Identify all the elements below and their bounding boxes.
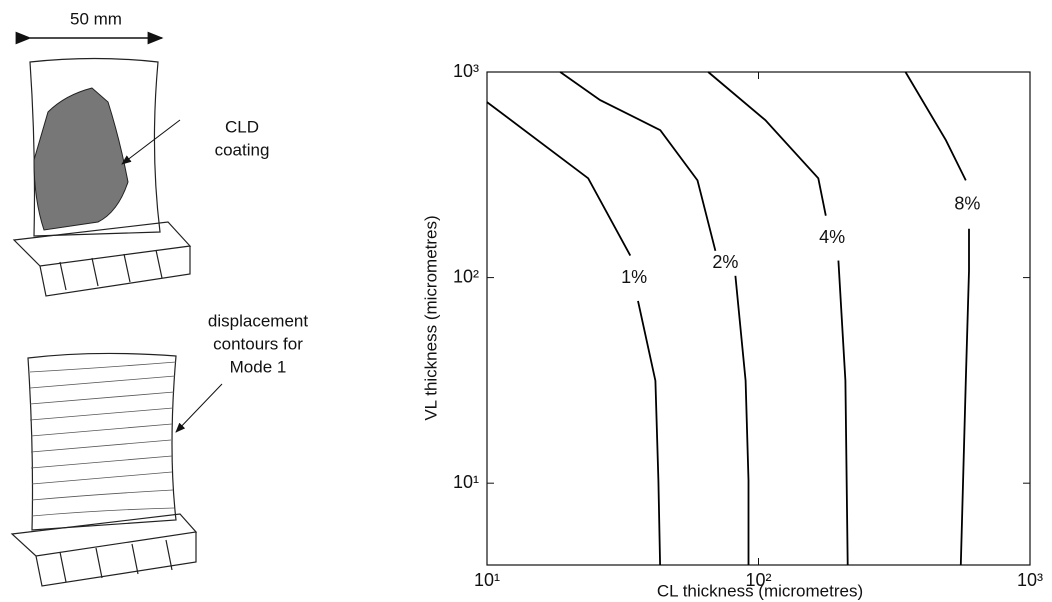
x-tick-label: 10² <box>745 570 771 590</box>
callout-text: displacement <box>208 311 308 330</box>
contour-line <box>559 71 750 565</box>
contour-line <box>707 71 849 566</box>
y-tick-label: 10³ <box>453 61 479 81</box>
callout-text: CLD <box>225 117 259 136</box>
callout-text: coating <box>215 140 270 159</box>
callout-arrow <box>121 119 181 165</box>
callout-text: contours for <box>213 334 303 353</box>
blade-coated <box>12 57 192 297</box>
y-axis-label: VL thickness (micrometres) <box>421 215 440 420</box>
x-tick-label: 10³ <box>1017 570 1043 590</box>
scale-label: 50 mm <box>70 9 122 28</box>
contour-label: 4% <box>819 227 845 247</box>
x-tick-label: 10¹ <box>474 570 500 590</box>
contour-label: 2% <box>712 252 738 272</box>
callout-arrow <box>175 383 223 433</box>
y-tick-label: 10² <box>453 266 479 286</box>
contour-label: 8% <box>954 193 980 213</box>
x-axis-label: CL thickness (micrometres) <box>657 581 863 600</box>
contour-line <box>486 101 661 566</box>
contour-line <box>904 71 970 566</box>
y-tick-label: 10¹ <box>453 472 479 492</box>
blade-contours <box>10 352 198 587</box>
contour-label: 1% <box>621 267 647 287</box>
callout-text: Mode 1 <box>230 357 287 376</box>
